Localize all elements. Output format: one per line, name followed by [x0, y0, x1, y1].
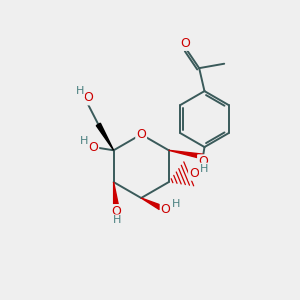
Text: O: O [88, 141, 98, 154]
Polygon shape [141, 198, 161, 209]
Polygon shape [169, 150, 203, 159]
Text: H: H [171, 199, 180, 209]
Text: O: O [189, 167, 199, 180]
Polygon shape [96, 123, 114, 150]
Text: H: H [76, 86, 84, 96]
Polygon shape [114, 182, 118, 205]
Text: O: O [198, 155, 208, 168]
Text: O: O [83, 92, 93, 104]
Text: H: H [80, 136, 88, 146]
Text: O: O [112, 205, 122, 218]
Text: H: H [200, 164, 208, 173]
Text: H: H [113, 215, 122, 225]
Text: O: O [161, 203, 170, 216]
Text: O: O [180, 37, 190, 50]
Text: O: O [136, 128, 146, 141]
